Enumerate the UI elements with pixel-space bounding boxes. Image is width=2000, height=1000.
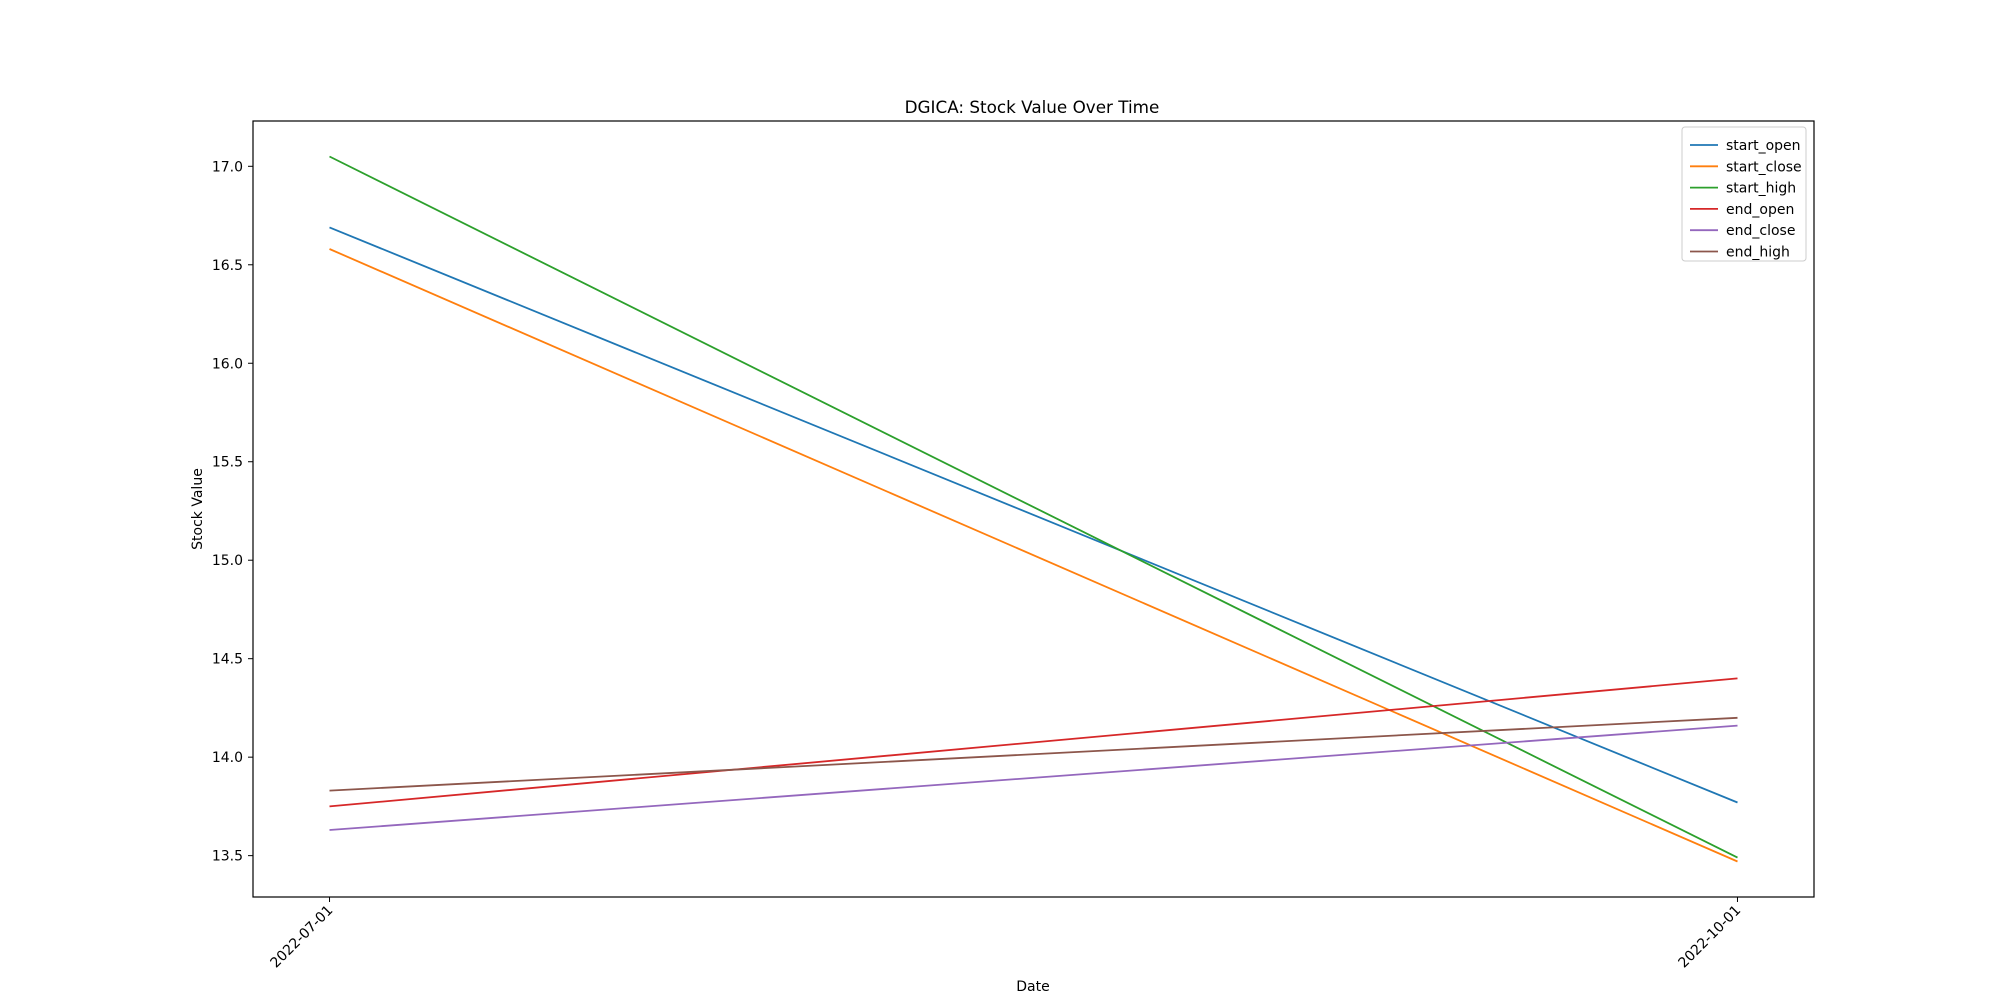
- legend: start_open start_close start_high end_opene…: [1681, 126, 1807, 262]
- series-line-start-high: [329, 155, 1738, 859]
- legend-label: start_open: [1726, 138, 1801, 154]
- legend-label: end_open: [1726, 202, 1794, 218]
- chart-title: DGICA: Stock Value Over Time: [905, 97, 1160, 117]
- x-axis-label: Date: [1016, 979, 1049, 995]
- series-line-end-high: [329, 716, 1738, 792]
- y-tick-label: 16.5: [212, 258, 243, 274]
- y-tick-label: 17.0: [212, 159, 243, 175]
- series-line-end-close: [329, 724, 1738, 831]
- y-tick-label: 14.0: [212, 750, 243, 766]
- y-tick-label: 14.5: [212, 652, 243, 668]
- y-axis: 13.5 14.0 14.5 15.0 15.5 16.0 16.5 17.0: [212, 159, 253, 865]
- legend-label: start_close: [1726, 159, 1802, 175]
- legend-box: [1681, 126, 1807, 262]
- series-line-start-open: [329, 226, 1738, 804]
- y-axis-label: Stock Value: [190, 468, 206, 550]
- legend-label: end_high: [1726, 245, 1790, 261]
- series-line-end-open: [329, 677, 1738, 808]
- plot-frame: [252, 120, 1815, 898]
- y-tick-label: 13.5: [212, 849, 243, 865]
- plot-area: [329, 155, 1738, 863]
- legend-label: end_close: [1726, 223, 1795, 239]
- y-tick-label: 15.0: [212, 553, 243, 569]
- y-tick-label: 16.0: [212, 356, 243, 372]
- x-tick-label: 2022-10-01: [1675, 903, 1744, 972]
- x-axis: 2022-07-01 2022-10-01: [267, 897, 1744, 971]
- legend-label: start_high: [1726, 181, 1796, 197]
- y-tick-label: 15.5: [212, 455, 243, 471]
- series-line-start-close: [329, 248, 1738, 863]
- x-tick-label: 2022-07-01: [267, 903, 336, 972]
